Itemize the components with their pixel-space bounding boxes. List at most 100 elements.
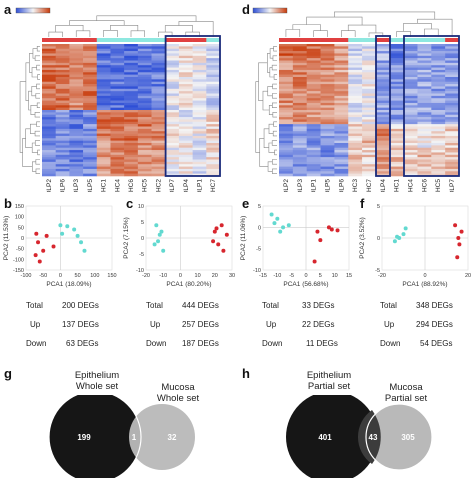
heatmap-cell <box>165 143 180 146</box>
heatmap-cell <box>55 114 70 118</box>
heatmap-cell <box>306 164 321 167</box>
row-dendrogram <box>19 46 40 174</box>
dendrogram-branch <box>37 149 40 156</box>
heatmap-cell <box>306 161 321 165</box>
pca-point-olp <box>33 253 38 258</box>
heatmap-cell <box>83 128 98 132</box>
heatmap-cell <box>320 124 335 127</box>
heatmap-cell <box>178 79 193 83</box>
heatmap-cell <box>69 112 84 116</box>
heatmap-cell <box>192 44 207 47</box>
heatmap-cell <box>417 168 432 172</box>
heatmap-cell <box>151 166 166 170</box>
heatmap-cell <box>306 58 321 61</box>
heatmap-cell <box>206 157 221 160</box>
heatmap-cell <box>96 60 111 64</box>
heatmap-cell <box>69 157 84 160</box>
group-color-cell <box>306 38 321 42</box>
heatmap-cell <box>137 72 152 75</box>
heatmap-cell <box>375 69 391 73</box>
dendrogram-branch <box>35 159 40 165</box>
heatmap-cell <box>96 135 111 139</box>
heatmap-cell <box>83 55 98 59</box>
heatmap-cell <box>362 159 377 163</box>
heatmap-cell <box>206 119 221 123</box>
heatmap-cell <box>417 62 432 66</box>
heatmap-cell <box>362 143 377 146</box>
heatmap-cell <box>431 100 446 104</box>
heatmap-cell <box>124 138 139 141</box>
heatmap-cell <box>192 98 207 101</box>
heatmap-cell <box>151 171 166 174</box>
heatmap-cell <box>362 62 377 66</box>
heatmap-cell <box>279 164 294 167</box>
heatmap-cell <box>83 147 98 151</box>
heatmap-cell <box>362 173 377 177</box>
heatmap-cell <box>403 119 418 123</box>
heatmap-cell <box>55 77 70 80</box>
heatmap-cell <box>320 135 335 139</box>
dendrogram-branch <box>271 140 277 146</box>
heatmap-cell <box>83 91 98 94</box>
heatmap-cell <box>110 133 125 137</box>
dendrogram-branch <box>103 29 118 37</box>
heatmap-cell <box>320 140 335 144</box>
heatmap-cell <box>362 171 377 174</box>
heatmap-cell <box>206 100 221 104</box>
heatmap-cell <box>55 152 70 156</box>
heatmap-cell <box>389 84 404 87</box>
heatmap-cell <box>362 77 377 80</box>
heatmap-cell <box>110 131 125 134</box>
x-axis-label: PCA1 (88.92%) <box>402 281 447 288</box>
heatmap-cell <box>417 145 432 149</box>
heatmap-cell <box>137 154 152 158</box>
heatmap-cell <box>137 95 152 99</box>
heatmap-cell <box>431 93 446 97</box>
column-label: OLP6 <box>60 179 67 192</box>
heatmap-cell <box>389 93 404 97</box>
heatmap-cell <box>292 166 307 170</box>
pca-point-olp <box>51 244 56 249</box>
heatmap-cell <box>110 86 125 90</box>
heatmap-cell <box>42 112 56 116</box>
heatmap-cell <box>431 143 446 146</box>
heatmap-cell <box>206 72 221 75</box>
venn-g-right-title-line2: Whole set <box>156 393 200 404</box>
heatmap-cell <box>306 145 321 149</box>
heatmap-cell <box>83 159 98 163</box>
heatmap-cell <box>389 100 404 104</box>
heatmap-cell <box>445 114 460 118</box>
heatmap-cell <box>362 65 377 68</box>
heatmap-cell <box>320 44 335 47</box>
heatmap-cell <box>403 154 418 158</box>
dendrogram-branch <box>272 112 277 118</box>
heatmap-cell <box>445 93 460 97</box>
heatmap-cell <box>375 131 391 134</box>
heatmap-cell <box>96 69 111 73</box>
heatmap-cell <box>403 138 418 141</box>
heatmap-cell <box>206 126 221 130</box>
x-tick-label: 10 <box>195 273 201 279</box>
heatmap-cell <box>178 86 193 90</box>
heatmap-cell <box>431 173 446 177</box>
heatmap-cell <box>445 133 460 137</box>
dendrogram-branch <box>130 30 145 37</box>
heatmap-cell <box>96 133 111 137</box>
heatmap-cell <box>55 60 70 64</box>
stat-total-c: 444 DEGs <box>182 301 219 310</box>
heatmap-cell <box>124 131 139 134</box>
pca-point-hc <box>286 223 291 228</box>
heatmap-cell <box>445 135 460 139</box>
heatmap-cell <box>403 161 418 165</box>
heatmap-cell <box>69 86 84 90</box>
heatmap-cell <box>320 166 335 170</box>
heatmap-cell <box>320 88 335 92</box>
heatmap-cell <box>96 48 111 52</box>
heatmap-cell <box>83 150 98 153</box>
heatmap-cell <box>389 133 404 137</box>
heatmap-cell <box>431 74 446 78</box>
heatmap-cell <box>192 114 207 118</box>
heatmap-cell <box>178 152 193 156</box>
heatmap-cell <box>55 164 70 167</box>
